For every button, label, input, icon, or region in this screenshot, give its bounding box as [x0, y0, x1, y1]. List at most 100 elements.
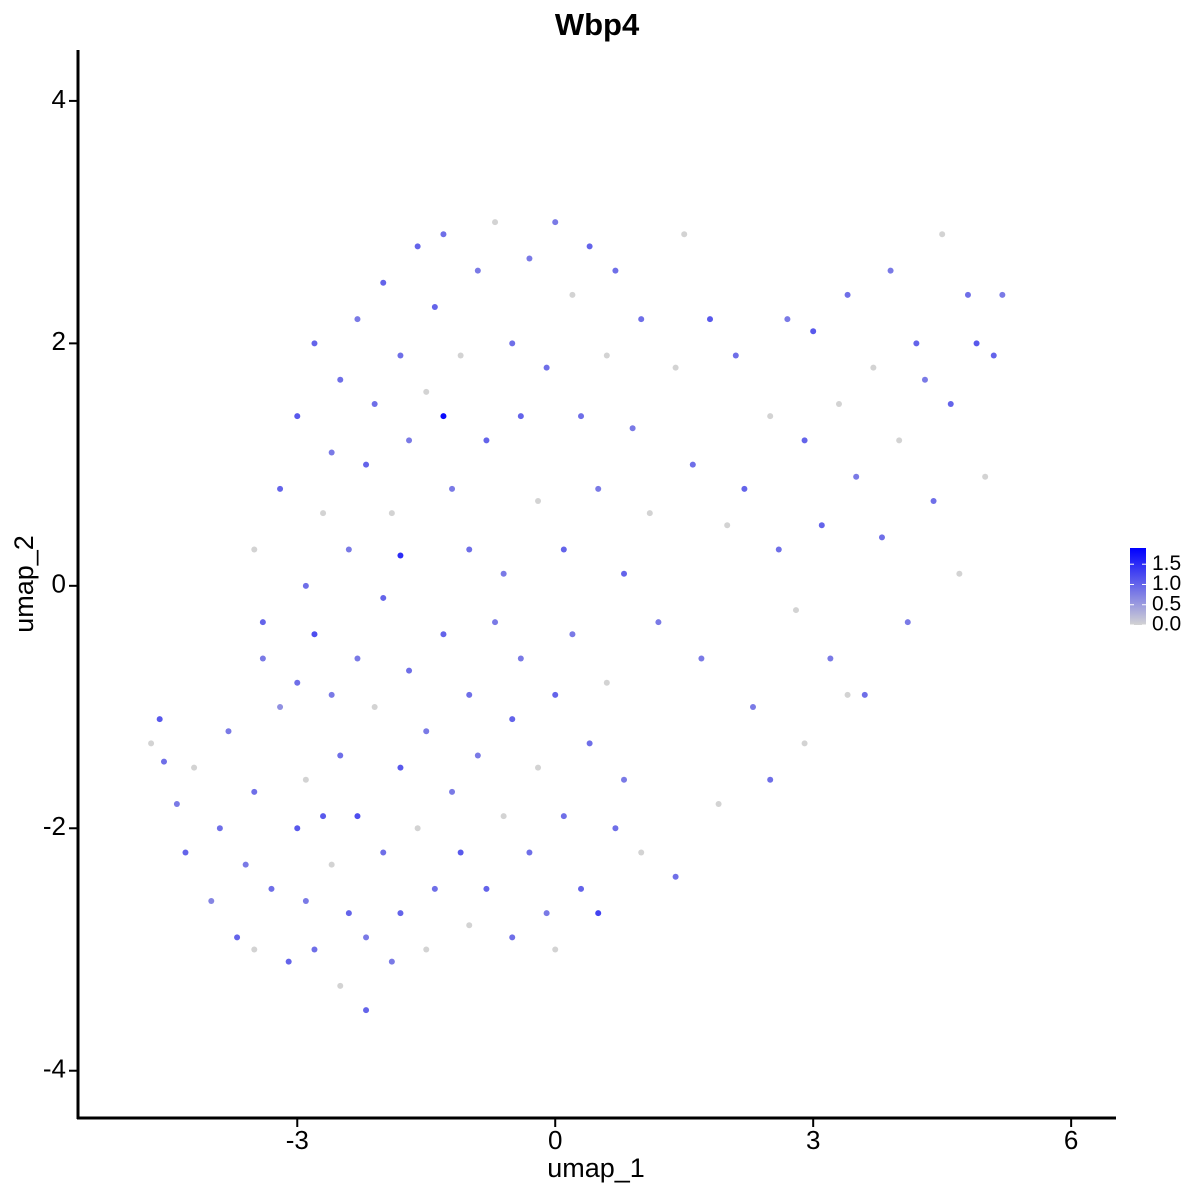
point	[827, 655, 834, 662]
point	[526, 255, 533, 262]
point	[749, 704, 756, 711]
point	[698, 655, 705, 662]
point	[896, 437, 903, 444]
point	[251, 788, 258, 795]
point	[629, 425, 636, 432]
point	[388, 958, 395, 965]
point	[466, 922, 473, 929]
x-tick-label: 3	[806, 1125, 820, 1155]
point	[440, 231, 447, 238]
point	[621, 570, 628, 577]
point	[621, 776, 628, 783]
point	[259, 619, 266, 626]
point	[397, 764, 404, 771]
point	[294, 825, 301, 832]
colorbar-label: 0.0	[1152, 613, 1181, 636]
point	[792, 607, 799, 614]
point	[801, 437, 808, 444]
point	[672, 364, 679, 371]
point	[414, 243, 421, 250]
point	[397, 352, 404, 359]
point	[767, 776, 774, 783]
point	[423, 946, 430, 953]
point	[380, 279, 387, 286]
point	[655, 619, 662, 626]
y-tick-label: 2	[52, 326, 66, 356]
point	[397, 910, 404, 917]
point	[526, 849, 533, 856]
chart-title: Wbp4	[555, 7, 640, 42]
point	[921, 376, 928, 383]
point	[328, 449, 335, 456]
x-tick-label: 6	[1064, 1125, 1078, 1155]
point	[337, 982, 344, 989]
point	[302, 776, 309, 783]
point	[552, 219, 559, 226]
point	[259, 655, 266, 662]
point	[354, 813, 361, 820]
point	[328, 691, 335, 698]
point	[354, 655, 361, 662]
point	[509, 340, 516, 347]
point	[242, 861, 249, 868]
point	[483, 437, 490, 444]
point	[672, 873, 679, 880]
point	[191, 764, 198, 771]
point	[801, 740, 808, 747]
point	[397, 552, 404, 559]
point	[741, 485, 748, 492]
point	[689, 461, 696, 468]
point	[406, 667, 413, 674]
point	[173, 801, 180, 808]
point	[474, 752, 481, 759]
point	[363, 1007, 370, 1014]
point	[982, 473, 989, 480]
point	[999, 291, 1006, 298]
point	[328, 861, 335, 868]
point	[431, 303, 438, 310]
point	[311, 631, 318, 638]
point	[414, 825, 421, 832]
point	[887, 267, 894, 274]
point	[449, 485, 456, 492]
point	[904, 619, 911, 626]
colorbar-label: 1.5	[1152, 552, 1181, 575]
point	[160, 758, 167, 765]
colorbar-label: 0.5	[1152, 592, 1181, 615]
point	[844, 291, 851, 298]
point	[354, 316, 361, 323]
x-tick-label: 0	[548, 1125, 562, 1155]
point	[646, 510, 653, 517]
point	[964, 291, 971, 298]
point	[466, 546, 473, 553]
point	[517, 655, 524, 662]
point	[939, 231, 946, 238]
point	[474, 267, 481, 274]
point	[371, 400, 378, 407]
point	[406, 437, 413, 444]
point	[294, 413, 301, 420]
point	[569, 631, 576, 638]
point	[818, 522, 825, 529]
point	[552, 946, 559, 953]
point	[277, 485, 284, 492]
point	[638, 849, 645, 856]
point	[638, 316, 645, 323]
x-axis-label: umap_1	[547, 1153, 645, 1183]
y-axis-label: umap_2	[9, 535, 39, 633]
point	[535, 497, 542, 504]
point	[457, 352, 464, 359]
point	[449, 788, 456, 795]
point	[148, 740, 155, 747]
y-tick-label: -4	[43, 1054, 66, 1084]
point	[363, 461, 370, 468]
point	[543, 910, 550, 917]
point	[595, 910, 602, 917]
point	[767, 413, 774, 420]
point	[844, 691, 851, 698]
point	[535, 764, 542, 771]
point	[500, 813, 507, 820]
point	[775, 546, 782, 553]
point	[853, 473, 860, 480]
point	[216, 825, 223, 832]
